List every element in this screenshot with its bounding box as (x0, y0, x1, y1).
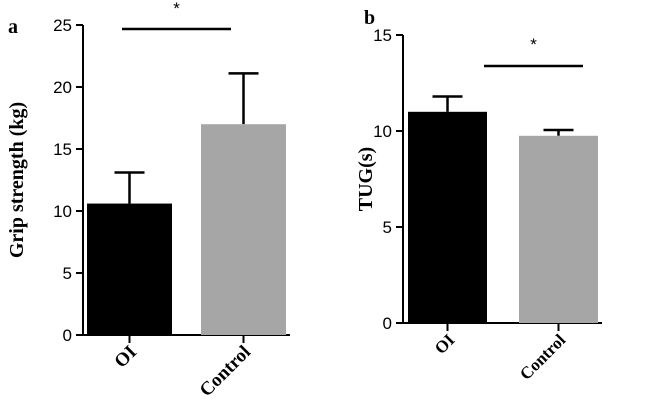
bar-control (201, 124, 286, 335)
significance-marker: * (173, 0, 180, 18)
x-category-label: OI (431, 330, 459, 358)
y-tick-label: 5 (383, 218, 392, 237)
y-tick-label: 15 (53, 140, 72, 159)
x-category-label: OI (110, 342, 141, 373)
y-tick-label: 10 (373, 122, 392, 141)
y-axis-label: TUG(s) (355, 147, 377, 211)
chart-panel-a: a 0 5 10 15 20 25 Grip strength (kg) OI Control * (6, 0, 290, 401)
y-tick-label: 15 (373, 26, 392, 45)
panel-letter: b (364, 7, 375, 29)
y-tick-label: 0 (63, 326, 72, 345)
y-tick-label: 0 (383, 314, 392, 333)
x-category-label: Control (516, 330, 569, 383)
significance-marker: * (530, 35, 537, 54)
bar-oi (87, 203, 172, 335)
y-tick-label: 10 (53, 202, 72, 221)
x-category-label: Control (196, 342, 255, 401)
y-axis-label: Grip strength (kg) (6, 102, 28, 258)
panel-letter: a (8, 16, 18, 38)
chart-panel-b: b 0 5 10 15 TUG(s) OI Control * (355, 7, 602, 384)
y-tick-label: 5 (63, 264, 72, 283)
bar-oi (408, 111, 487, 323)
bar-control (519, 135, 598, 323)
y-tick-label: 20 (53, 78, 72, 97)
y-tick-label: 25 (53, 16, 72, 35)
